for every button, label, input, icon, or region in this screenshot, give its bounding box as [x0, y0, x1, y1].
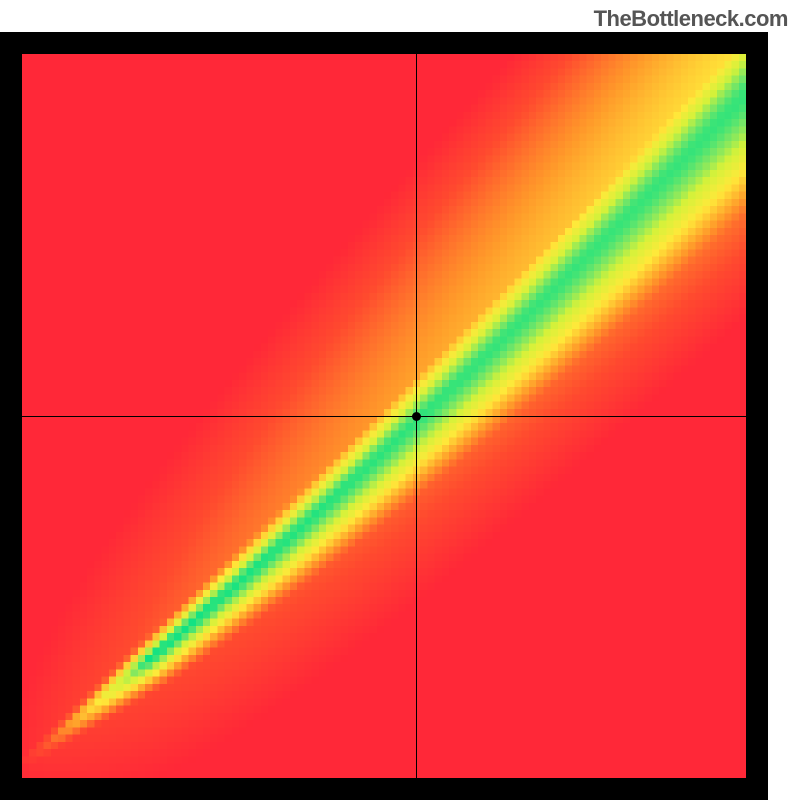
chart-container: TheBottleneck.com: [0, 0, 800, 800]
crosshair-horizontal: [22, 416, 746, 417]
selection-marker[interactable]: [412, 412, 421, 421]
watermark-text: TheBottleneck.com: [594, 6, 788, 32]
